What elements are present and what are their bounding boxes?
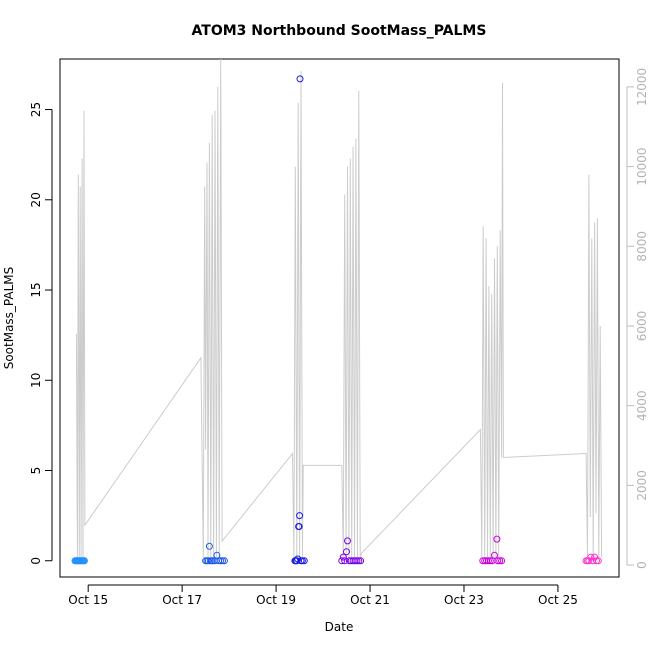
- y-tick-label: 15: [29, 282, 43, 297]
- data-point: [294, 555, 302, 563]
- right-y-axis: 0 2000 4000 6000 8000 10000 12000: [626, 68, 649, 569]
- data-point: [591, 553, 599, 561]
- x-tick-label: Oct 21: [350, 593, 390, 607]
- data-point: [219, 557, 226, 565]
- data-point: [344, 537, 351, 545]
- right-y-tick-label: 4000: [635, 390, 649, 421]
- data-point: [296, 512, 304, 520]
- x-tick-label: Oct 23: [444, 593, 484, 607]
- altitude-trace: [75, 58, 603, 558]
- right-y-tick-label: 10000: [635, 148, 649, 186]
- left-y-axis: 0 5 10 15 20 25: [29, 102, 53, 565]
- data-point: [205, 542, 213, 550]
- data-point: [298, 557, 306, 565]
- right-y-tick-label: 6000: [635, 311, 649, 342]
- right-y-tick-label: 0: [635, 561, 649, 569]
- data-point: [296, 75, 304, 83]
- data-point: [587, 553, 595, 561]
- data-point: [204, 557, 212, 565]
- data-point: [491, 551, 498, 559]
- data-point: [496, 557, 504, 565]
- right-y-tick-label: 12000: [635, 68, 649, 106]
- data-point: [343, 548, 350, 556]
- y-tick-label: 10: [29, 373, 43, 388]
- data-point: [494, 557, 502, 565]
- x-tick-label: Oct 15: [68, 593, 108, 607]
- data-point: [353, 557, 361, 565]
- x-tick-label: Oct 17: [162, 593, 202, 607]
- data-point: [493, 535, 501, 543]
- chart-title: ATOM3 Northbound SootMass_PALMS: [192, 23, 487, 39]
- y-tick-label: 5: [29, 467, 43, 475]
- data-point: [585, 557, 593, 565]
- y-tick-label: 25: [29, 102, 43, 117]
- data-point: [338, 557, 346, 565]
- data-point: [220, 557, 228, 565]
- data-point: [339, 553, 347, 561]
- y-tick-label: 0: [29, 557, 43, 565]
- data-point: [80, 557, 88, 565]
- data-point: [594, 557, 602, 565]
- x-tick-label: Oct 19: [256, 593, 296, 607]
- y-tick-label: 20: [29, 192, 43, 207]
- x-axis: Oct 15 Oct 17 Oct 19 Oct 21 Oct 23 Oct 25: [68, 584, 578, 607]
- x-tick-label: Oct 25: [538, 593, 578, 607]
- right-y-tick-label: 2000: [635, 470, 649, 501]
- data-point: [484, 557, 492, 565]
- y-axis-label: SootMass_PALMS: [2, 267, 16, 370]
- altitude-trace-line: [75, 58, 603, 558]
- data-point: [486, 557, 494, 565]
- x-axis-label: Date: [325, 620, 354, 634]
- data-point: [295, 523, 303, 530]
- plot-area-border: [59, 58, 620, 578]
- right-y-tick-label: 8000: [635, 231, 649, 262]
- data-point: [300, 557, 308, 565]
- data-points: [71, 75, 602, 565]
- data-point: [498, 557, 506, 565]
- data-point: [357, 557, 365, 565]
